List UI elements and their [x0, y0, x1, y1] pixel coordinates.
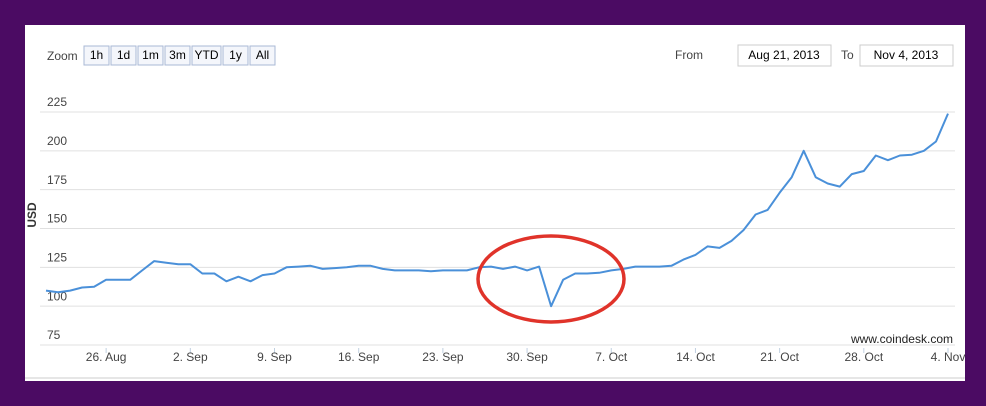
zoom-button[interactable] [164, 45, 191, 66]
zoom-button[interactable] [191, 45, 222, 66]
highlight-circle [476, 234, 626, 324]
price-line [45, 113, 949, 308]
zoom-button[interactable] [110, 45, 137, 66]
zoom-button[interactable] [137, 45, 164, 66]
x-tick-label: 14. Oct [676, 350, 715, 364]
zoom-button-label[interactable]: 1m [142, 48, 159, 62]
zoom-button-label[interactable]: 1h [90, 48, 103, 62]
zoom-button[interactable] [83, 45, 110, 66]
x-tick-label: 28. Oct [844, 350, 883, 364]
zoom-button-label[interactable]: YTD [195, 48, 219, 62]
from-label: From [675, 48, 703, 62]
x-tick-label: 4. Nov [931, 350, 966, 364]
x-tick-label: 2. Sep [173, 350, 208, 364]
x-tick-label: 21. Oct [760, 350, 799, 364]
x-tick-label: 23. Sep [422, 350, 464, 364]
zoom-button-label[interactable]: 1y [229, 48, 242, 62]
y-tick-label: 150 [47, 212, 67, 226]
y-tick-label: 100 [47, 289, 67, 303]
to-value: Nov 4, 2013 [874, 48, 939, 62]
x-tick-label: 16. Sep [338, 350, 380, 364]
zoom-button[interactable] [249, 45, 276, 66]
y-tick-label: 125 [47, 251, 67, 265]
zoom-button-label[interactable]: 1d [117, 48, 130, 62]
y-tick-label: 225 [47, 95, 67, 109]
x-tick-label: 7. Oct [595, 350, 628, 364]
y-tick-label: 200 [47, 134, 67, 148]
zoom-label: Zoom [47, 49, 78, 63]
x-tick-label: 30. Sep [506, 350, 548, 364]
from-value[interactable]: Aug 21, 2013 [748, 48, 820, 62]
zoom-button-label[interactable]: 3m [169, 48, 186, 62]
from-input[interactable] [737, 44, 832, 67]
to-label: To [841, 48, 854, 62]
y-axis-label: USD [25, 202, 39, 228]
x-tick-label: 26. Aug [86, 350, 127, 364]
credit: www.coindesk.com [850, 332, 953, 346]
to-input[interactable] [859, 44, 954, 67]
zoom-button[interactable] [222, 45, 249, 66]
y-tick-label: 175 [47, 173, 67, 187]
chart-panel [25, 25, 965, 381]
zoom-button-label[interactable]: All [256, 48, 269, 62]
y-tick-label: 75 [47, 328, 61, 342]
x-tick-label: 9. Sep [257, 350, 292, 364]
